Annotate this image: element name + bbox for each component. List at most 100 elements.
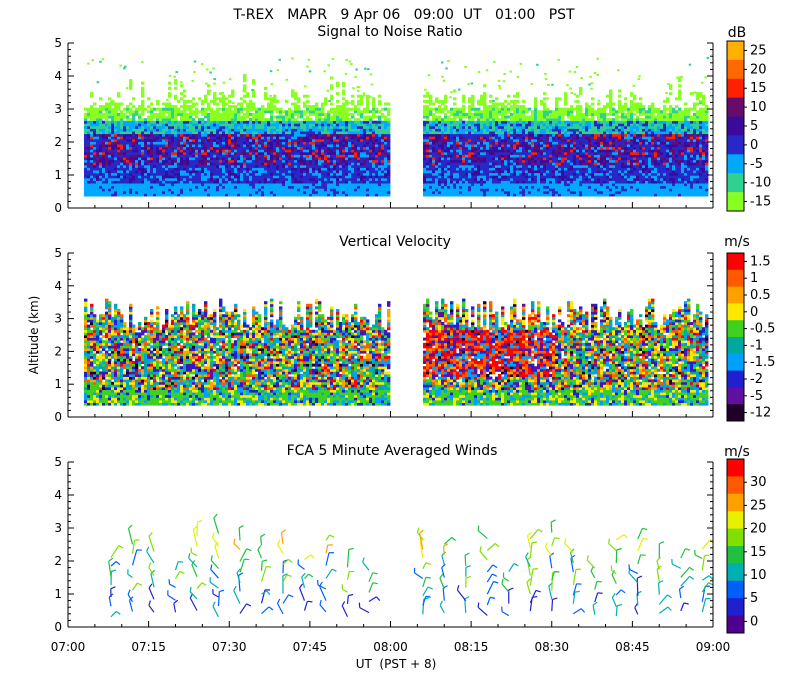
heatmap-cell bbox=[534, 144, 538, 148]
heatmap-cell bbox=[435, 157, 439, 161]
heatmap-cell bbox=[228, 120, 232, 124]
heatmap-cell bbox=[432, 136, 436, 140]
heatmap-cell bbox=[216, 112, 220, 116]
heatmap-cell bbox=[504, 157, 508, 161]
heatmap-cell bbox=[96, 170, 100, 174]
heatmap-cell bbox=[285, 149, 289, 153]
heatmap-cell bbox=[366, 154, 370, 158]
heatmap-cell bbox=[312, 133, 316, 137]
heatmap-cell bbox=[231, 94, 235, 98]
heatmap-cell bbox=[426, 94, 430, 98]
heatmap-cell bbox=[444, 115, 448, 119]
heatmap-cell bbox=[171, 131, 175, 135]
heatmap-cell bbox=[321, 105, 325, 109]
heatmap-cell bbox=[234, 157, 238, 161]
heatmap-cell bbox=[450, 164, 454, 168]
heatmap-cell bbox=[261, 112, 265, 116]
heatmap-cell bbox=[480, 99, 484, 103]
heatmap-cell bbox=[438, 193, 442, 197]
heatmap-cell bbox=[330, 162, 334, 166]
heatmap-cell bbox=[348, 159, 352, 163]
heatmap-cell bbox=[294, 149, 298, 153]
heatmap-cell bbox=[213, 164, 217, 168]
heatmap-cell bbox=[240, 107, 244, 111]
heatmap-cell bbox=[126, 193, 130, 197]
heatmap-cell bbox=[513, 170, 517, 174]
heatmap-cell bbox=[276, 141, 280, 145]
heatmap-cell bbox=[141, 185, 145, 189]
heatmap-cell bbox=[372, 180, 376, 184]
heatmap-cell bbox=[96, 133, 100, 137]
heatmap-cell bbox=[171, 123, 175, 127]
heatmap-cell bbox=[126, 107, 130, 111]
heatmap-cell bbox=[111, 123, 115, 127]
heatmap-cell bbox=[357, 157, 361, 161]
heatmap-cell bbox=[225, 177, 229, 181]
heatmap-cell bbox=[345, 125, 349, 129]
heatmap-cell bbox=[498, 159, 502, 163]
heatmap-cell bbox=[141, 193, 145, 197]
heatmap-cell bbox=[279, 180, 283, 184]
heatmap-cell bbox=[216, 136, 220, 140]
heatmap-cell bbox=[381, 146, 385, 150]
heatmap-cell bbox=[480, 112, 484, 116]
heatmap-cell bbox=[105, 180, 109, 184]
heatmap-cell bbox=[381, 144, 385, 148]
heatmap-cell bbox=[435, 151, 439, 155]
heatmap-cell bbox=[315, 138, 319, 142]
heatmap-cell bbox=[483, 144, 487, 148]
heatmap-cell bbox=[162, 180, 166, 184]
heatmap-cell bbox=[432, 167, 436, 171]
heatmap-cell bbox=[456, 183, 460, 187]
heatmap-cell bbox=[201, 149, 205, 153]
heatmap-cell bbox=[117, 180, 121, 184]
heatmap-cell bbox=[195, 120, 199, 124]
heatmap-cell bbox=[99, 162, 103, 166]
heatmap-cell bbox=[345, 154, 349, 158]
heatmap-cell bbox=[129, 138, 133, 142]
heatmap-cell bbox=[216, 97, 220, 101]
heatmap-cell bbox=[375, 136, 379, 140]
heatmap-cell bbox=[378, 118, 382, 122]
heatmap-cell bbox=[306, 164, 310, 168]
heatmap-cell bbox=[144, 149, 148, 153]
heatmap-cell bbox=[135, 146, 139, 150]
heatmap-cell bbox=[141, 86, 145, 90]
heatmap-cell bbox=[132, 190, 136, 194]
heatmap-cell bbox=[240, 183, 244, 187]
heatmap-cell bbox=[243, 185, 247, 189]
heatmap-cell bbox=[462, 180, 466, 184]
heatmap-cell bbox=[150, 128, 154, 132]
heatmap-cell bbox=[435, 125, 439, 129]
heatmap-cell bbox=[447, 131, 451, 135]
heatmap-cell bbox=[357, 120, 361, 124]
heatmap-cell bbox=[144, 180, 148, 184]
heatmap-cell bbox=[99, 183, 103, 187]
heatmap-cell bbox=[177, 131, 181, 135]
heatmap-cell bbox=[501, 170, 505, 174]
heatmap-cell bbox=[99, 159, 103, 163]
heatmap-cell bbox=[348, 157, 352, 161]
heatmap-cell bbox=[279, 172, 283, 176]
heatmap-cell bbox=[246, 141, 250, 145]
heatmap-cell bbox=[150, 149, 154, 153]
heatmap-cell bbox=[537, 185, 541, 189]
heatmap-cell bbox=[96, 138, 100, 142]
heatmap-cell bbox=[213, 115, 217, 119]
heatmap-cell bbox=[447, 115, 451, 119]
heatmap-cell bbox=[216, 164, 220, 168]
heatmap-cell bbox=[213, 167, 217, 171]
heatmap-cell bbox=[372, 162, 376, 166]
heatmap-cell bbox=[162, 115, 166, 119]
heatmap-cell bbox=[90, 144, 94, 148]
heatmap-cell bbox=[237, 151, 241, 155]
heatmap-cell bbox=[378, 144, 382, 148]
heatmap-cell bbox=[447, 125, 451, 129]
heatmap-cell bbox=[498, 180, 502, 184]
heatmap-cell bbox=[447, 136, 451, 140]
heatmap-cell bbox=[336, 81, 340, 85]
heatmap-cell bbox=[306, 183, 310, 187]
heatmap-cell bbox=[297, 105, 301, 109]
heatmap-cell bbox=[369, 172, 373, 176]
heatmap-cell bbox=[285, 110, 289, 114]
